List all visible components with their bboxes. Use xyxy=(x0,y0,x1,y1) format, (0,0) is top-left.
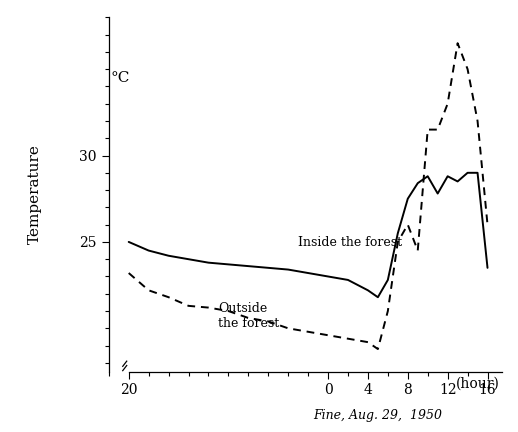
Text: Inside the forest: Inside the forest xyxy=(298,236,402,249)
Text: °C: °C xyxy=(111,71,130,85)
Text: Outside
the forest: Outside the forest xyxy=(219,302,280,330)
Text: Fine, Aug. 29,  1950: Fine, Aug. 29, 1950 xyxy=(313,409,443,422)
Text: (hour): (hour) xyxy=(456,377,499,391)
Y-axis label: Temperature: Temperature xyxy=(28,144,42,245)
